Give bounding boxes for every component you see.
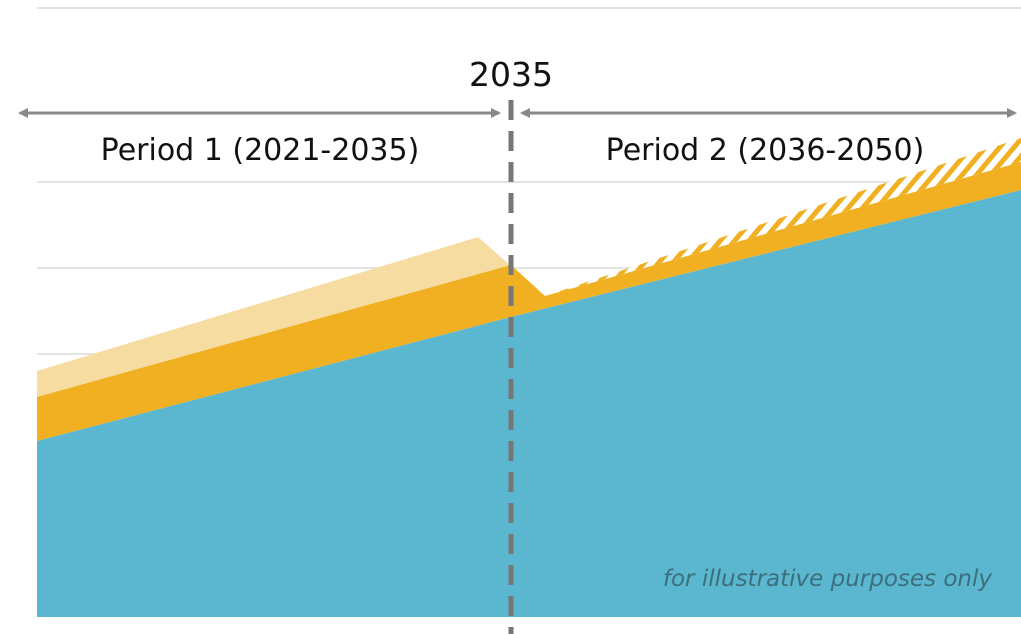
light-area xyxy=(37,237,511,397)
orange-area xyxy=(37,162,1021,441)
blue-area xyxy=(37,190,1021,617)
year-label: 2035 xyxy=(469,55,553,94)
period-label: Period 2 (2036-2050) xyxy=(606,133,925,168)
note: for illustrative purposes only xyxy=(663,566,992,592)
period-label: Period 1 (2021-2035) xyxy=(101,133,420,168)
hatched-area xyxy=(545,138,1021,296)
